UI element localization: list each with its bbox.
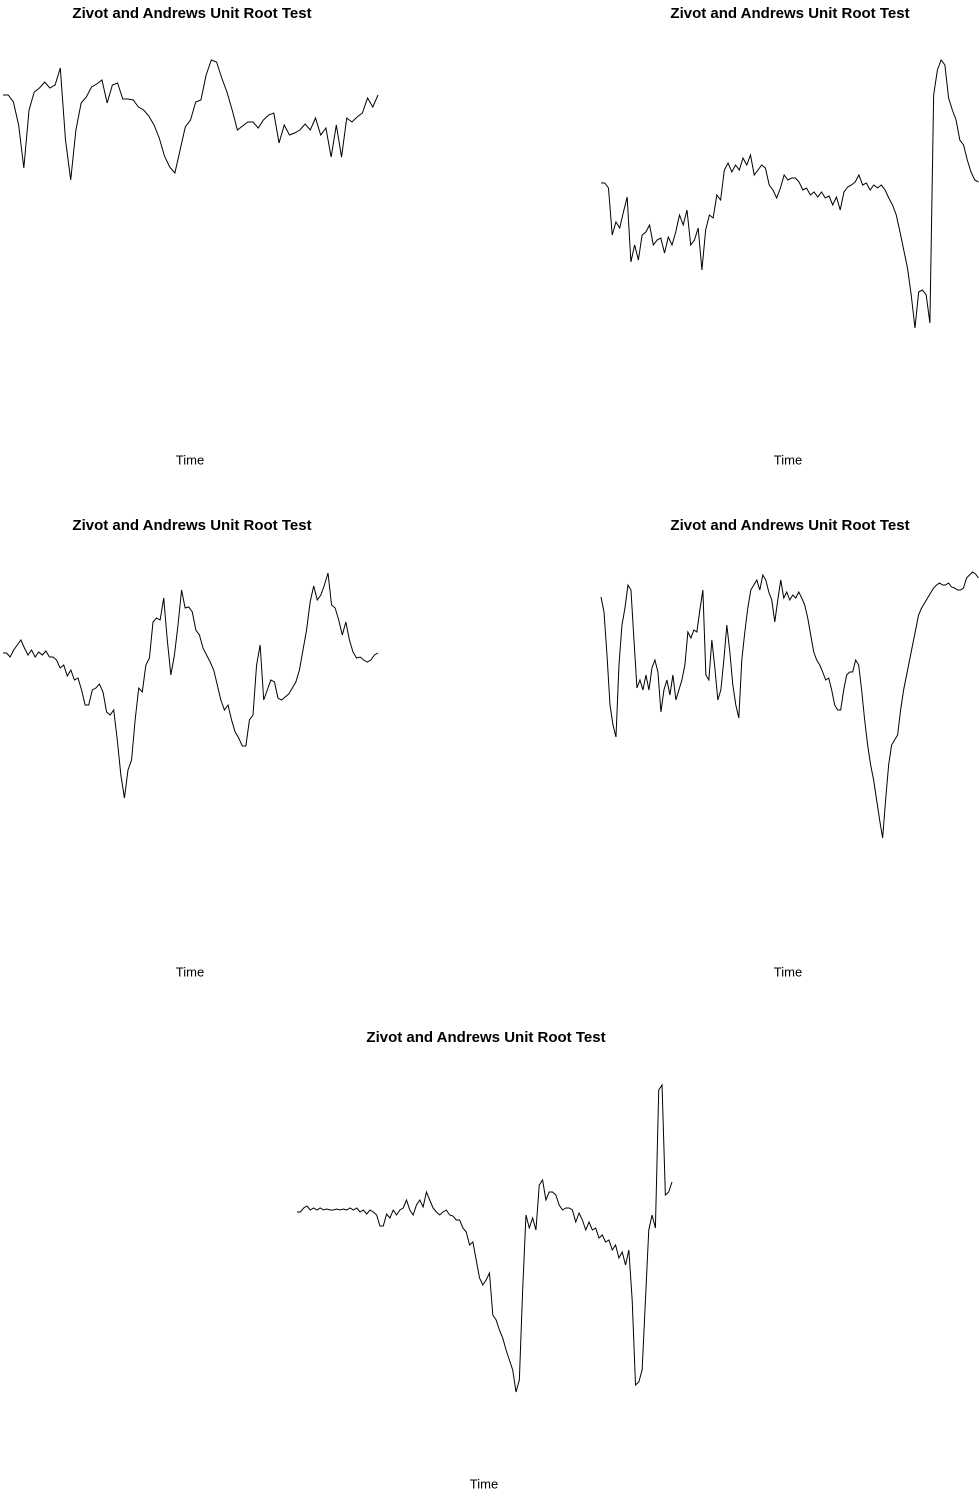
chart-title: Zivot and Andrews Unit Root Test — [670, 5, 909, 22]
x-axis-label: Time — [470, 1476, 498, 1491]
x-axis-label: Time — [774, 964, 802, 979]
series-line — [3, 572, 379, 799]
x-axis-label: Time — [774, 452, 802, 467]
series-line — [601, 58, 979, 329]
chart-title: Zivot and Andrews Unit Root Test — [366, 1029, 605, 1046]
chart-title: Zivot and Andrews Unit Root Test — [72, 517, 311, 534]
series-line — [600, 571, 979, 839]
series-line — [3, 59, 379, 181]
x-axis-label: Time — [176, 964, 204, 979]
chart-title: Zivot and Andrews Unit Root Test — [670, 517, 909, 534]
x-axis-label: Time — [176, 452, 204, 467]
series-line — [297, 1083, 673, 1393]
chart-title: Zivot and Andrews Unit Root Test — [72, 5, 311, 22]
